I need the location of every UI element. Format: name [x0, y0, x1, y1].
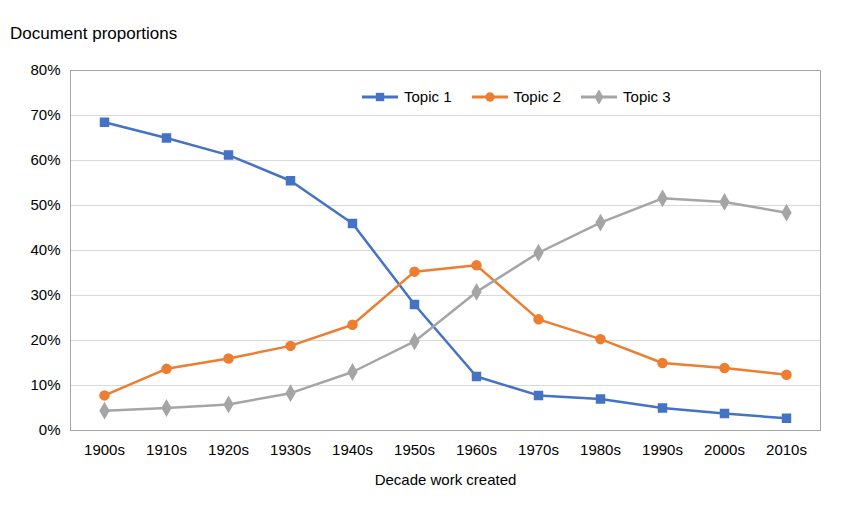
- svg-text:1960s: 1960s: [456, 441, 497, 458]
- svg-text:80%: 80%: [30, 61, 60, 78]
- svg-text:10%: 10%: [30, 376, 60, 393]
- svg-text:1910s: 1910s: [146, 441, 187, 458]
- html-text:Topic 1: Topic 1: [404, 88, 452, 105]
- svg-text:1920s: 1920s: [208, 441, 249, 458]
- svg-text:30%: 30%: [30, 286, 60, 303]
- svg-text:0%: 0%: [39, 421, 61, 438]
- svg-text:Decade work created: Decade work created: [375, 471, 517, 488]
- html-text:Document proportions: Document proportions: [10, 24, 178, 43]
- html-text:Topic 2: Topic 2: [513, 88, 562, 105]
- svg-text:1950s: 1950s: [394, 441, 435, 458]
- svg-text:50%: 50%: [30, 196, 60, 213]
- svg-text:1930s: 1930s: [270, 441, 311, 458]
- svg-text:1940s: 1940s: [332, 441, 373, 458]
- svg-text:2000s: 2000s: [704, 441, 745, 458]
- svg-text:1980s: 1980s: [580, 441, 621, 458]
- svg-text:40%: 40%: [30, 241, 60, 258]
- html-text:Topic 3: Topic 3: [623, 88, 671, 105]
- svg-text:20%: 20%: [30, 331, 60, 348]
- svg-text:1990s: 1990s: [642, 441, 683, 458]
- svg-text:60%: 60%: [30, 151, 60, 168]
- svg-text:1970s: 1970s: [518, 441, 559, 458]
- svg-text:2010s: 2010s: [766, 441, 807, 458]
- svg-text:1900s: 1900s: [84, 441, 125, 458]
- svg-text:70%: 70%: [30, 106, 60, 123]
